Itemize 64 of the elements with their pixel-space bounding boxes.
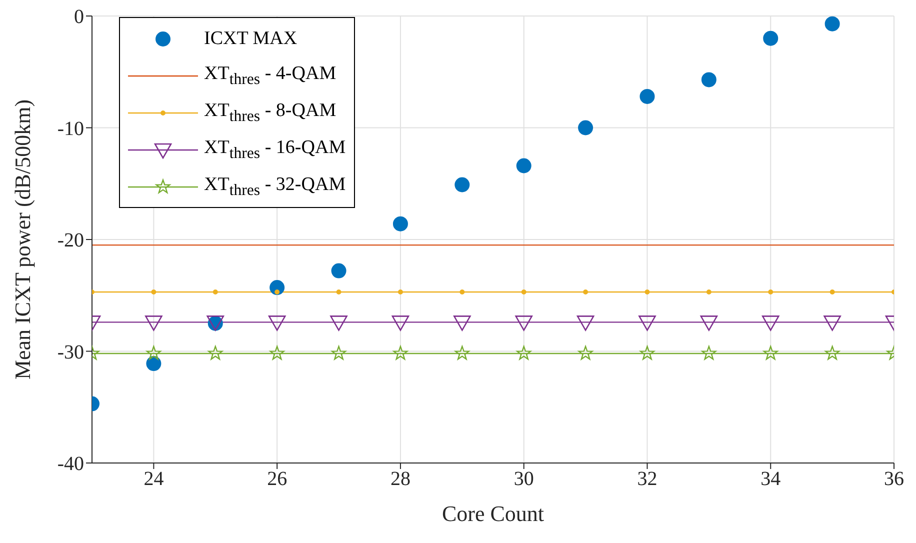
point [830, 290, 835, 295]
point [208, 346, 223, 360]
point [644, 290, 650, 295]
point [640, 88, 655, 104]
point [515, 316, 532, 331]
point [578, 346, 593, 360]
point [516, 158, 532, 174]
point [454, 177, 470, 192]
y-tick-label: -30 [57, 341, 84, 364]
y-axis-title: Mean ICXT power (dB/500km) [10, 99, 35, 380]
point [516, 346, 532, 360]
point [700, 316, 718, 331]
point [460, 290, 465, 295]
point [146, 356, 162, 372]
point [270, 346, 284, 360]
legend-label: XT$_{thres}$ - 8-QAM [204, 100, 336, 126]
point [330, 316, 348, 331]
point [212, 290, 218, 295]
x-tick-label: 34 [760, 468, 781, 490]
point [454, 346, 470, 360]
point [398, 290, 403, 295]
point [268, 316, 286, 331]
point [583, 290, 588, 295]
point [825, 346, 840, 360]
y-tick-label: 0 [74, 6, 84, 28]
point [706, 290, 712, 295]
point [638, 316, 656, 331]
point [151, 290, 156, 295]
point [393, 346, 408, 360]
x-tick-label: 24 [144, 468, 164, 490]
point [762, 316, 780, 331]
point [521, 290, 526, 295]
point [392, 216, 408, 232]
point [392, 316, 410, 331]
legend-label: ICXT MAX [204, 28, 298, 50]
point [146, 346, 161, 360]
x-tick-label: 32 [637, 468, 658, 490]
point [702, 346, 716, 360]
point [763, 30, 778, 46]
x-tick-label: 28 [390, 468, 410, 490]
point [336, 290, 342, 295]
x-tick-label: 26 [267, 468, 288, 490]
point [331, 263, 346, 278]
point [768, 290, 774, 295]
point [145, 316, 162, 331]
point [578, 120, 594, 136]
point [763, 346, 778, 360]
point [640, 346, 654, 360]
point [274, 290, 280, 295]
x-tick-label: 30 [514, 468, 534, 490]
legend-label: XT$_{thres}$ - 32-QAM [204, 174, 346, 200]
y-tick-label: -20 [57, 230, 84, 252]
point [454, 316, 471, 331]
legend-label: XT$_{thres}$ - 4-QAM [204, 62, 336, 88]
point [824, 16, 840, 32]
point [576, 316, 594, 331]
x-tick-label: 36 [884, 468, 904, 490]
y-tick-label: -10 [57, 118, 84, 140]
point [824, 316, 841, 331]
x-axis-title: Core Count [442, 501, 544, 526]
point [332, 346, 346, 360]
point [701, 72, 716, 88]
legend-label: XT$_{thres}$ - 16-QAM [204, 136, 346, 162]
y-tick-label: -40 [57, 453, 84, 476]
